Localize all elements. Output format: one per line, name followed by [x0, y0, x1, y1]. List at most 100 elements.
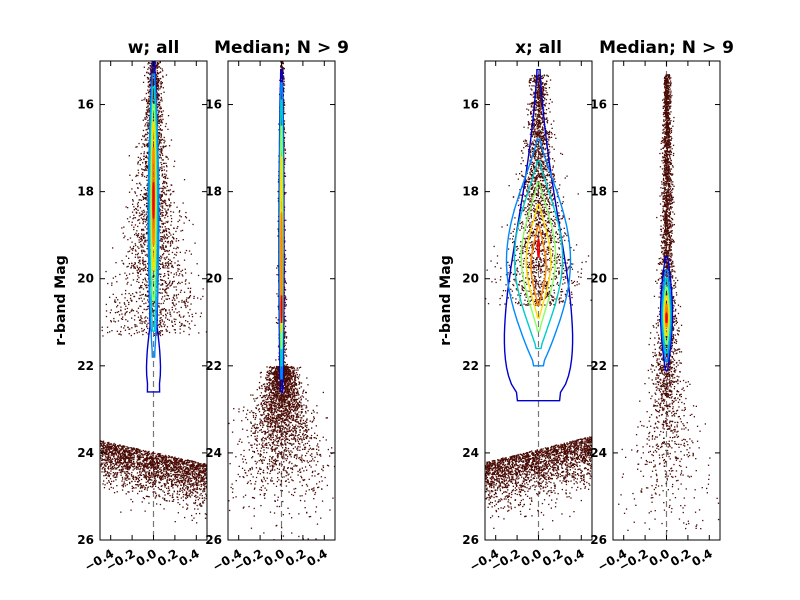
data-point [175, 484, 177, 486]
data-point [108, 468, 110, 470]
data-point [162, 192, 164, 194]
data-point [147, 317, 149, 319]
data-point [112, 487, 114, 489]
data-point [117, 446, 120, 448]
data-point [157, 475, 159, 477]
data-point [200, 312, 202, 314]
data-point [167, 258, 170, 260]
data-point [104, 465, 107, 467]
data-point [168, 198, 170, 200]
data-point [129, 455, 131, 457]
data-point [159, 481, 161, 484]
data-point [116, 473, 118, 475]
data-point [131, 310, 133, 312]
data-point [175, 238, 178, 240]
data-point [143, 136, 145, 138]
data-point [122, 458, 125, 460]
data-point [122, 469, 124, 471]
data-point [101, 454, 103, 456]
data-point [158, 157, 161, 159]
data-point [135, 174, 138, 176]
data-point [202, 288, 204, 290]
data-point [173, 247, 175, 249]
data-point [152, 71, 154, 73]
data-point [141, 138, 143, 141]
data-point [172, 469, 174, 472]
data-point [176, 470, 178, 473]
data-point [183, 259, 186, 261]
data-point [201, 495, 203, 497]
data-point [157, 470, 159, 472]
data-point [146, 460, 148, 462]
data-point [138, 276, 140, 279]
data-point [159, 263, 162, 265]
data-point [139, 286, 142, 288]
data-point [144, 139, 146, 141]
data-point [145, 118, 147, 120]
data-point [174, 461, 176, 463]
data-point [161, 326, 163, 328]
data-point [113, 465, 115, 467]
data-point [145, 133, 147, 135]
data-point [126, 311, 128, 313]
data-point [110, 451, 112, 453]
data-point [176, 251, 178, 254]
data-point [159, 199, 162, 201]
data-point [164, 267, 166, 269]
data-point [159, 195, 161, 197]
data-point [202, 502, 205, 504]
data-point [173, 466, 175, 468]
data-point [133, 226, 135, 228]
data-point [137, 458, 140, 460]
data-point [173, 457, 175, 459]
data-point [142, 464, 144, 466]
data-point [144, 476, 146, 478]
data-point [142, 449, 144, 452]
data-point [129, 216, 131, 218]
data-point [123, 237, 125, 239]
data-point [191, 320, 193, 322]
data-point [186, 508, 188, 510]
data-point [132, 458, 134, 460]
data-point [108, 461, 110, 463]
data-point [192, 483, 194, 485]
data-point [201, 472, 203, 474]
data-point [153, 477, 156, 479]
data-point [161, 485, 163, 487]
data-point [162, 182, 164, 185]
data-point [142, 129, 145, 132]
data-point [158, 103, 160, 106]
data-point [140, 199, 143, 201]
data-point [205, 465, 207, 467]
data-point [204, 467, 206, 470]
data-point [187, 467, 189, 470]
data-point [186, 489, 189, 491]
data-point [183, 315, 185, 317]
data-point [165, 285, 167, 287]
data-point [202, 475, 205, 477]
data-point [166, 256, 168, 258]
data-point [177, 491, 179, 493]
data-point [100, 449, 102, 452]
data-point [133, 228, 135, 231]
data-point [165, 298, 167, 300]
data-point [161, 149, 163, 151]
data-point [163, 139, 165, 141]
data-point [117, 458, 119, 460]
data-point [172, 211, 175, 213]
data-point [119, 460, 121, 462]
data-point [146, 165, 148, 167]
data-point [114, 463, 116, 465]
data-point [144, 260, 146, 263]
data-point [145, 168, 147, 170]
y-tick-label: 16 [77, 98, 94, 112]
data-point [163, 248, 165, 250]
data-point [128, 468, 130, 471]
data-point [158, 119, 160, 121]
data-point [148, 91, 150, 94]
data-point [144, 450, 147, 452]
data-point [140, 238, 142, 240]
data-point [151, 463, 153, 465]
data-point [164, 494, 166, 496]
data-point [159, 168, 161, 170]
